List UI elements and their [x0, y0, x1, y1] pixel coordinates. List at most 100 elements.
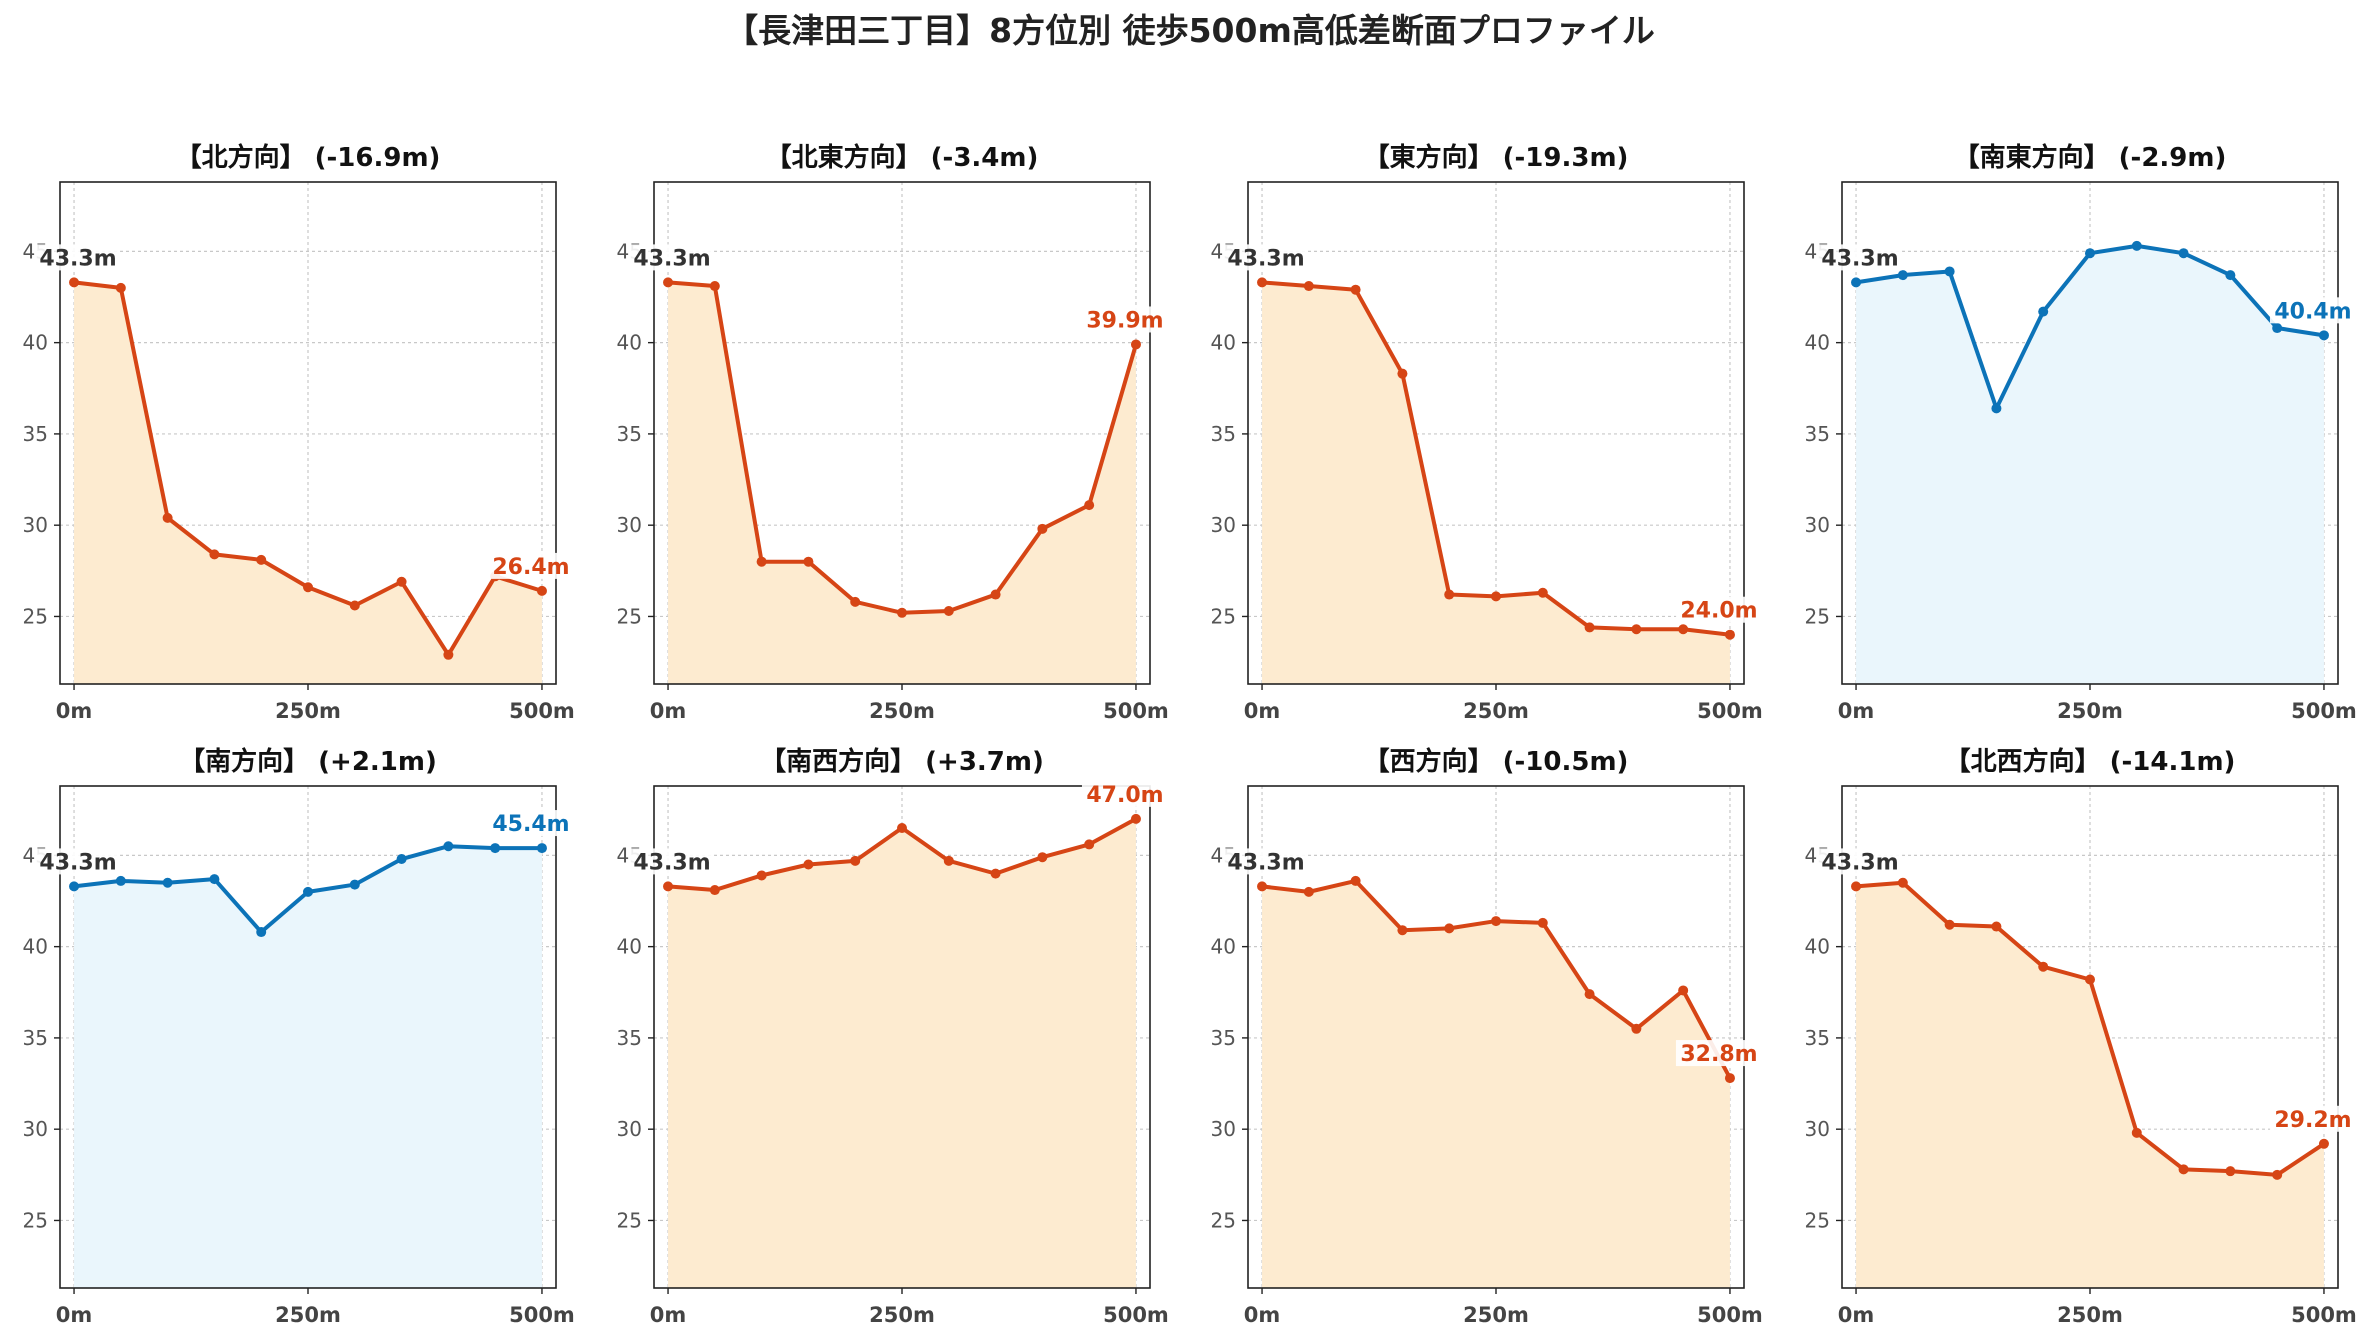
data-point: [115, 875, 126, 886]
start-label: 43.3m: [633, 246, 710, 271]
start-label: 43.3m: [1227, 246, 1304, 271]
y-tick-label: 30: [617, 513, 642, 537]
data-point: [756, 870, 767, 881]
data-point: [396, 576, 407, 587]
y-tick-label: 35: [1805, 1026, 1830, 1050]
data-point: [897, 607, 907, 618]
end-label: 26.4m: [492, 555, 569, 580]
x-tick-label: 0m: [1244, 1303, 1281, 1327]
data-point: [69, 277, 80, 288]
x-tick-label: 250m: [869, 1303, 935, 1327]
data-point: [1631, 624, 1642, 635]
data-point: [490, 843, 501, 854]
area-fill: [668, 282, 1136, 684]
data-point: [850, 596, 861, 607]
y-tick-label: 30: [1211, 1117, 1236, 1141]
end-label: 45.4m: [492, 812, 569, 837]
end-label-bg: [1675, 1040, 1762, 1067]
data-point: [2318, 330, 2329, 341]
data-point: [1397, 925, 1408, 936]
start-label-bg: [1224, 244, 1309, 271]
x-tick-label: 250m: [275, 1303, 341, 1327]
data-point: [1991, 921, 2002, 932]
data-point: [1944, 919, 1955, 930]
end-label: 24.0m: [1680, 599, 1757, 624]
x-tick-label: 500m: [1697, 1303, 1763, 1327]
data-point: [1397, 368, 1408, 379]
panel-title: 【南西方向】 (+3.7m): [760, 746, 1044, 777]
data-point: [536, 585, 547, 596]
data-point: [1631, 1023, 1642, 1034]
panel-title: 【東方向】 (-19.3m): [1364, 142, 1629, 173]
area-fill: [1856, 245, 2324, 684]
x-tick-label: 500m: [2291, 699, 2357, 723]
data-point: [1851, 881, 1862, 892]
x-tick-label: 500m: [2291, 1303, 2357, 1327]
data-point: [1584, 622, 1595, 633]
y-tick-label: 30: [617, 1117, 642, 1141]
data-point: [663, 277, 674, 288]
data-point: [256, 554, 267, 565]
start-label: 43.3m: [1821, 246, 1898, 271]
area-fill: [1262, 282, 1730, 684]
data-point: [1130, 339, 1141, 350]
y-tick-label: 35: [617, 422, 642, 446]
data-point: [990, 589, 1001, 600]
panel-title: 【南方向】 (+2.1m): [179, 746, 437, 777]
x-tick-label: 0m: [650, 699, 687, 723]
y-tick-label: 25: [1805, 604, 1830, 628]
data-point: [1851, 277, 1862, 288]
start-label-bg: [630, 244, 715, 271]
data-point: [1350, 875, 1361, 886]
y-tick-label: 40: [1805, 331, 1830, 355]
y-tick-label: 25: [617, 604, 642, 628]
data-point: [897, 822, 907, 833]
data-point: [1897, 270, 1908, 281]
data-point: [1724, 1073, 1735, 1084]
y-tick-label: 35: [23, 1026, 48, 1050]
y-tick-label: 30: [23, 513, 48, 537]
data-point: [303, 582, 313, 593]
y-tick-label: 40: [23, 935, 48, 959]
data-point: [1130, 813, 1141, 824]
x-tick-label: 500m: [509, 1303, 575, 1327]
data-point: [396, 854, 407, 865]
data-point: [1537, 587, 1548, 598]
start-label-bg: [1818, 244, 1903, 271]
x-tick-label: 0m: [56, 1303, 93, 1327]
start-label: 43.3m: [1821, 850, 1898, 875]
data-point: [256, 927, 267, 938]
y-tick-label: 35: [1211, 1026, 1236, 1050]
y-tick-label: 35: [1805, 422, 1830, 446]
end-label: 47.0m: [1086, 783, 1163, 808]
data-point: [850, 855, 861, 866]
y-tick-label: 35: [1211, 422, 1236, 446]
data-point: [756, 556, 767, 567]
data-point: [303, 886, 313, 897]
data-point: [349, 879, 360, 890]
y-tick-label: 25: [1211, 604, 1236, 628]
y-tick-label: 40: [1805, 935, 1830, 959]
end-label-bg: [487, 552, 574, 579]
y-tick-label: 25: [23, 604, 48, 628]
data-point: [1944, 266, 1955, 277]
data-point: [1444, 923, 1455, 934]
area-fill: [74, 846, 542, 1288]
panel-title: 【北西方向】 (-14.1m): [1945, 746, 2236, 777]
data-point: [1257, 881, 1268, 892]
end-label: 40.4m: [2274, 299, 2351, 324]
data-point: [443, 841, 454, 852]
end-label-bg: [1675, 596, 1762, 623]
y-tick-label: 25: [1211, 1208, 1236, 1232]
data-point: [209, 874, 220, 885]
start-label: 43.3m: [1227, 850, 1304, 875]
data-point: [115, 282, 126, 293]
data-point: [803, 859, 814, 870]
x-tick-label: 0m: [650, 1303, 687, 1327]
y-tick-label: 40: [1211, 331, 1236, 355]
y-tick-label: 40: [617, 935, 642, 959]
